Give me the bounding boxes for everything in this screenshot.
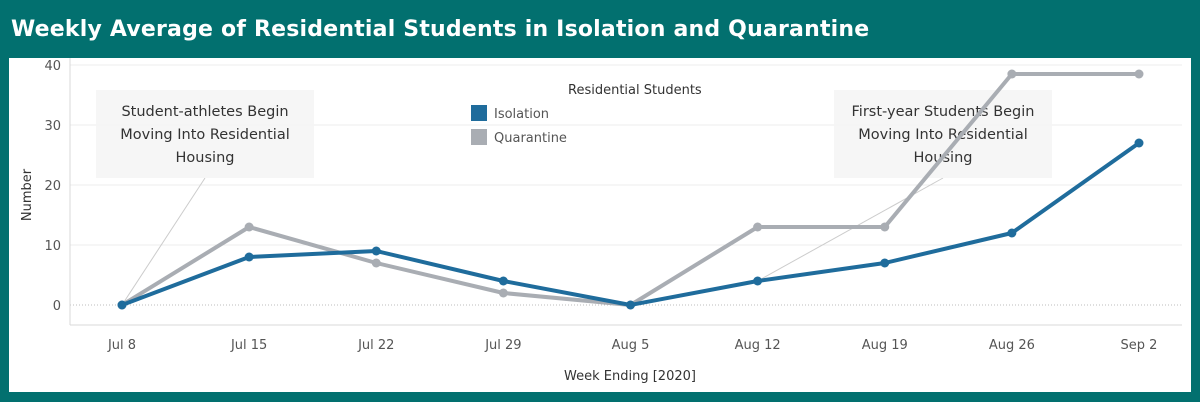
data-point[interactable] bbox=[753, 276, 763, 286]
annotation-box bbox=[96, 90, 314, 178]
y-tick-label: 30 bbox=[44, 119, 61, 134]
data-point[interactable] bbox=[371, 258, 381, 268]
data-point[interactable] bbox=[1007, 69, 1017, 79]
annotation-text: Student-athletes Begin bbox=[121, 104, 288, 120]
data-point[interactable] bbox=[880, 258, 890, 268]
data-point[interactable] bbox=[1134, 69, 1144, 79]
x-tick-label: Jul 8 bbox=[107, 338, 136, 353]
data-point[interactable] bbox=[498, 288, 508, 298]
data-point[interactable] bbox=[498, 276, 508, 286]
y-tick-label: 40 bbox=[44, 59, 61, 74]
annotation-box bbox=[834, 90, 1052, 178]
x-axis-title: Week Ending [2020] bbox=[564, 369, 696, 384]
annotation-text: First-year Students Begin bbox=[852, 104, 1035, 120]
axes: 0 10 20 30 40 Jul 8 Jul 15 Jul 22 Jul 29 Aug 5 Aug… bbox=[20, 58, 1182, 384]
data-point[interactable] bbox=[244, 252, 254, 262]
y-tick-label: 10 bbox=[44, 239, 61, 254]
legend: Residential Students Isolation Quarantine bbox=[471, 83, 702, 146]
data-point[interactable] bbox=[244, 222, 254, 232]
y-tick-label: 20 bbox=[44, 179, 61, 194]
data-point[interactable] bbox=[626, 300, 635, 310]
legend-item-isolation[interactable]: Isolation bbox=[471, 105, 549, 122]
legend-title: Residential Students bbox=[568, 83, 702, 98]
annotation-text: Moving Into Residential bbox=[120, 127, 290, 143]
x-tick-label: Jul 29 bbox=[484, 338, 521, 353]
series bbox=[117, 69, 1144, 310]
annotation-text: Moving Into Residential bbox=[858, 127, 1028, 143]
x-tick-label: Aug 19 bbox=[862, 338, 908, 353]
series-isolation bbox=[117, 138, 1144, 310]
annotation: Student-athletes Begin Moving Into Reside… bbox=[96, 90, 314, 306]
legend-swatch bbox=[471, 105, 487, 121]
legend-swatch bbox=[471, 129, 487, 145]
data-point[interactable] bbox=[1134, 138, 1144, 148]
y-axis-title: Number bbox=[20, 168, 35, 221]
annotation-text: Housing bbox=[176, 150, 235, 166]
annotations: Student-athletes Begin Moving Into Reside… bbox=[96, 90, 1052, 306]
data-point[interactable] bbox=[371, 246, 381, 256]
data-point[interactable] bbox=[1007, 228, 1017, 238]
x-tick-label: Sep 2 bbox=[1121, 338, 1158, 353]
data-point[interactable] bbox=[117, 300, 127, 310]
x-tick-label: Aug 26 bbox=[989, 338, 1035, 353]
legend-label: Isolation bbox=[494, 107, 549, 122]
data-point[interactable] bbox=[880, 222, 890, 232]
legend-item-quarantine[interactable]: Quarantine bbox=[471, 129, 567, 146]
legend-label: Quarantine bbox=[494, 131, 567, 146]
y-tick-label: 0 bbox=[53, 299, 61, 314]
chart-title: Weekly Average of Residential Students i… bbox=[11, 17, 870, 42]
data-point[interactable] bbox=[753, 222, 763, 232]
x-tick-label: Aug 5 bbox=[612, 338, 650, 353]
annotation-leader-line bbox=[121, 177, 206, 306]
x-tick-label: Jul 15 bbox=[230, 338, 267, 353]
x-tick-label: Jul 22 bbox=[357, 338, 394, 353]
x-tick-label: Aug 12 bbox=[735, 338, 781, 353]
